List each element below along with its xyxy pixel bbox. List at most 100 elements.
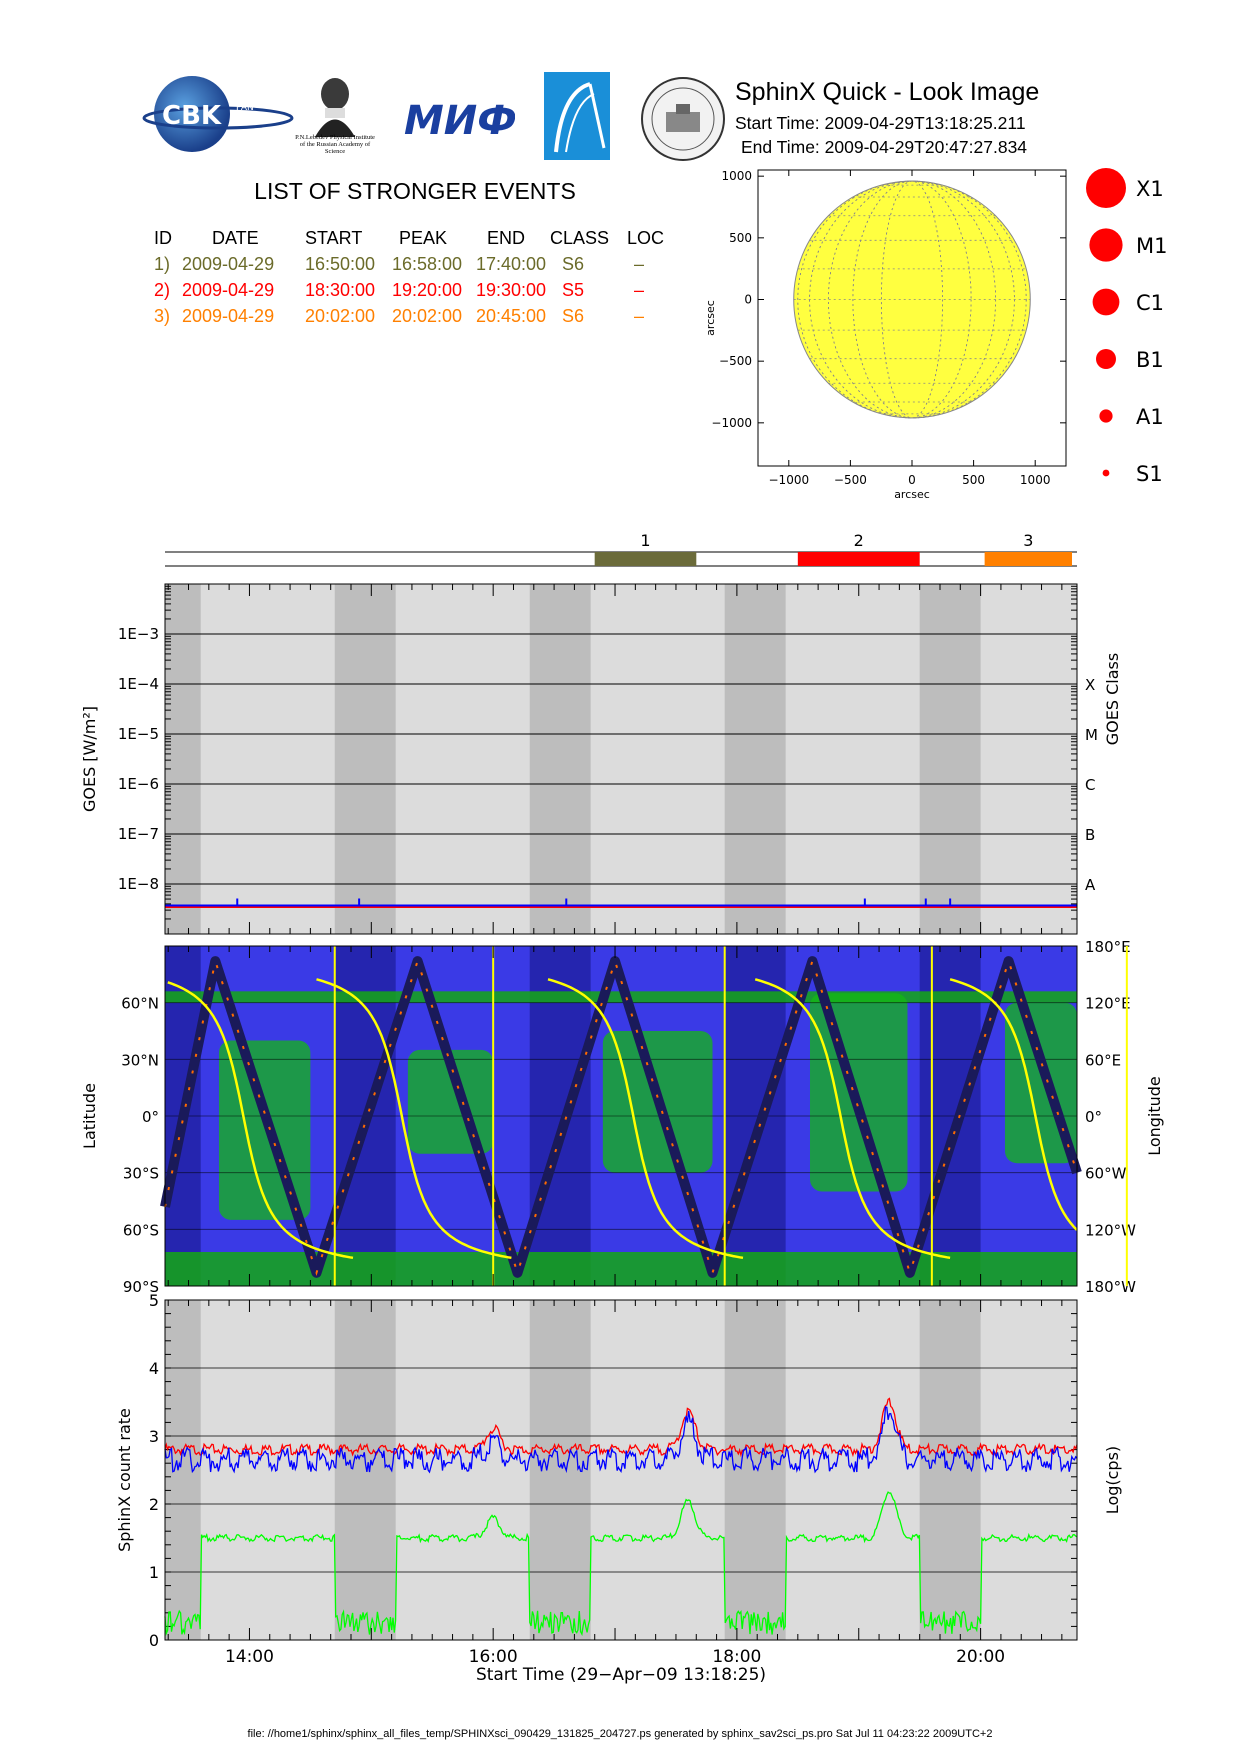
events-header-start: START	[305, 228, 363, 248]
events-header-peak: PEAK	[399, 228, 448, 248]
event-row-1-cls: S6	[562, 254, 585, 274]
sun-lon-line	[797, 180, 1027, 419]
page-title: SphinX Quick - Look Image	[735, 78, 1040, 106]
cbk-logo-text: CBK	[162, 101, 222, 131]
time-tick-label: 14:00	[225, 1647, 274, 1667]
legend-label-X1: X1	[1136, 177, 1164, 201]
events-header-class: CLASS	[550, 228, 610, 248]
count-ytick-label: 2	[149, 1495, 159, 1514]
event-row-2-cls: S5	[562, 280, 585, 300]
legend-label-B1: B1	[1136, 348, 1164, 372]
night-interval	[919, 584, 981, 934]
event-row-2-end: 19:30:00	[476, 280, 547, 300]
legend-marker-M1	[1089, 228, 1123, 262]
footer-file-info: file: //home1/sphinx/sphinx_all_files_te…	[247, 1728, 993, 1740]
sun-lon-line	[809, 180, 1015, 419]
goes-ytick-label: 1E−5	[118, 725, 159, 743]
orbit-lat-label: 60°N	[121, 995, 159, 1013]
orbit-frame	[164, 945, 1078, 1287]
count-series-3	[164, 1491, 1078, 1637]
time-tick-label: 20:00	[956, 1647, 1005, 1667]
cbk-pan-logo: CBK PAN	[140, 74, 295, 154]
event-row-2-peak: 19:20:00	[392, 280, 463, 300]
event-row-1-start: 16:50:00	[305, 254, 376, 274]
sun-xtick-label: 500	[962, 473, 985, 487]
goes-ylabel-right: GOES Class	[1103, 653, 1122, 745]
goes-ytick-label: 1E−3	[118, 625, 159, 643]
night-interval	[334, 584, 396, 934]
count-ytick-label: 5	[149, 1291, 159, 1310]
count-ytick-label: 4	[149, 1359, 159, 1378]
sun-xtick-label: −500	[834, 473, 867, 487]
sun-lon-line	[880, 180, 944, 419]
events-table: ID DATE START PEAK END CLASS LOC 1) 2009-…	[150, 228, 670, 348]
event-bar-3	[984, 552, 1073, 566]
goes-ytick-label: 1E−8	[118, 875, 159, 893]
goes-class-label-A: A	[1085, 876, 1096, 894]
orbit-lon-label: 120°W	[1085, 1221, 1136, 1239]
orbit-lon-label: 60°W	[1085, 1165, 1127, 1183]
orbit-ylabel: Latitude	[80, 1083, 99, 1149]
event-row-1-end: 17:40:00	[476, 254, 547, 274]
sun-xtick-label: −1000	[769, 473, 810, 487]
mifi-logo-text: МИФИ	[404, 98, 515, 144]
events-header-date: DATE	[212, 228, 259, 248]
events-header-end: END	[487, 228, 526, 248]
events-header-loc: LOC	[627, 228, 665, 248]
orbit-green-region	[810, 993, 908, 1192]
event-row-2-start: 18:30:00	[305, 280, 376, 300]
coronas-logo	[544, 72, 610, 160]
orbit-lon-label: 60°E	[1085, 1051, 1121, 1069]
count-ytick-label: 3	[149, 1427, 159, 1446]
orbit-track	[160, 956, 1082, 1278]
flare-size-legend: X1 M1 C1 B1 A1 S1	[1086, 168, 1167, 486]
orbit-lon-label: 180°W	[1085, 1278, 1136, 1296]
count-ylabel: SphinX count rate	[115, 1408, 134, 1552]
sun-lon-line	[852, 180, 972, 419]
event-bar-label-3: 3	[1023, 531, 1033, 550]
event-row-1-loc: –	[634, 254, 645, 274]
event-row-3-cls: S6	[562, 306, 585, 326]
sun-xlabel: arcsec	[894, 488, 930, 501]
event-row-2-date: 2009-04-29	[182, 280, 275, 300]
orbit-ylabel-right: Longitude	[1145, 1076, 1164, 1156]
time-tick-label: 16:00	[469, 1647, 518, 1667]
sun-ytick-label: 1000	[721, 169, 752, 183]
night-interval	[165, 584, 201, 934]
sun-ytick-label: 0	[744, 293, 752, 307]
sun-ylabel: arcsec	[704, 300, 717, 336]
orbit-lat-label: 30°S	[123, 1165, 159, 1183]
goes-ytick-label: 1E−6	[118, 775, 159, 793]
sun-xtick-label: 0	[908, 473, 916, 487]
event-bar-label-1: 1	[640, 531, 650, 550]
sun-xtick-label: 1000	[1020, 473, 1051, 487]
longitude-curve	[316, 978, 512, 1260]
goes-frame	[164, 583, 1078, 935]
end-time: End Time: 2009-04-29T20:47:27.834	[741, 137, 1028, 157]
observatory-seal-logo	[640, 76, 726, 162]
goes-class-label-M: M	[1085, 726, 1098, 744]
goes-ytick-label: 1E−7	[118, 825, 159, 843]
sun-lon-line	[827, 180, 997, 419]
longitude-curve	[547, 978, 744, 1260]
goes-class-label-B: B	[1085, 826, 1095, 844]
mifi-logo: МИФИ	[400, 90, 550, 150]
longitude-curve	[167, 981, 354, 1260]
event-bar-label-2: 2	[854, 531, 864, 550]
sun-ytick-label: −500	[719, 354, 752, 368]
orbit-lon-label: 0°	[1085, 1108, 1102, 1126]
event-row-3-start: 20:02:00	[305, 306, 376, 326]
orbit-lon-label: 180°E	[1085, 938, 1131, 956]
event-row-3-loc: –	[634, 306, 645, 326]
legend-marker-S1	[1102, 469, 1110, 477]
longitude-curve	[949, 978, 1078, 1231]
orbit-lat-label: 60°S	[123, 1221, 159, 1239]
orbit-lon-label: 120°E	[1085, 995, 1131, 1013]
legend-marker-A1	[1099, 409, 1113, 423]
legend-marker-B1	[1096, 349, 1116, 369]
event-row-2-id: 2)	[154, 280, 171, 300]
event-row-3-peak: 20:02:00	[392, 306, 463, 326]
night-interval	[529, 584, 591, 934]
pan-logo-text: PAN	[236, 103, 254, 113]
legend-marker-X1	[1086, 168, 1126, 208]
